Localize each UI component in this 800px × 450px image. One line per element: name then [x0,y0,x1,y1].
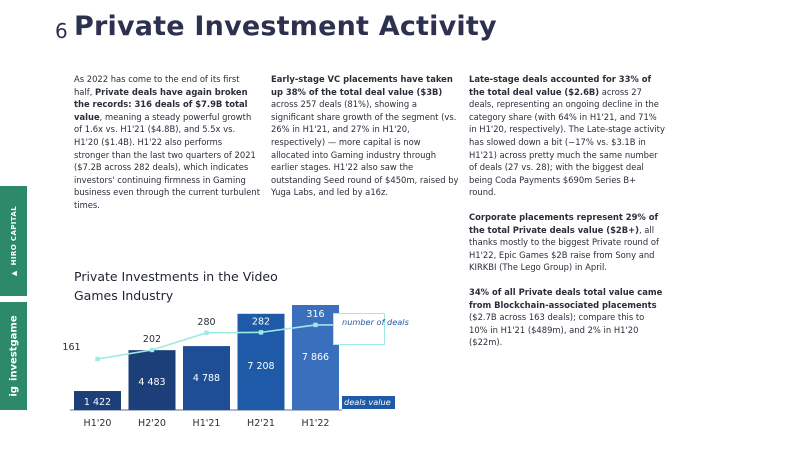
bold-text: Early-stage VC placements have taken up … [271,74,453,97]
bar-value-label: 4 483 [138,377,165,388]
bar-value-label: 4 788 [193,373,220,384]
hiro-capital-tab: ▲HIRO CAPITAL [0,186,27,296]
bar-H121 [183,346,230,410]
bar-value-label: 7 208 [247,361,274,372]
bold-text: Corporate placements represent 29% of th… [469,211,659,235]
legend-box [333,313,385,345]
x-tick-label: H2'20 [138,418,166,429]
page-title: Private Investment Activity [74,11,497,42]
text-column-2: Early-stage VC placements have taken up … [271,73,461,211]
text-column-3: Late-stage deals accounted for 33% of th… [469,73,665,361]
text-run: As 2022 has come to the end of its first… [74,74,240,97]
bold-text: Private deals have again broken the reco… [74,86,248,122]
x-tick-label: H2'21 [247,418,275,429]
chart-title: Private Investments in the Video Games I… [74,269,278,303]
deals-count-marker [313,322,318,328]
page-number: 6 [55,19,68,43]
bar-H120 [74,391,121,410]
paragraph: 34% of all Private deals total value cam… [469,286,665,349]
paragraph: Corporate placements represent 29% of th… [469,211,665,274]
legend-deals-value: deals value [342,396,395,409]
deals-count-marker [204,330,209,336]
text-run: across 27 deals, representing an ongoing… [469,86,665,198]
bar-H220 [128,350,176,410]
deals-count-label: 316 [306,309,324,320]
bar-value-label: 1 422 [84,397,111,408]
text-column-1: As 2022 has come to the end of its first… [74,73,260,224]
deals-count-label: 282 [252,316,270,327]
x-tick-label: H1'20 [84,418,112,429]
text-run: across 257 deals (81%), showing a signif… [271,99,459,198]
deals-count-label: 202 [143,334,161,345]
deals-count-label: 280 [197,317,215,328]
bold-text: Late-stage deals accounted for 33% of th… [469,74,652,97]
bold-text: 34% of all Private deals total value cam… [469,286,663,310]
deals-count-marker [95,356,100,362]
investgame-tab: iginvestgame [0,302,27,410]
bar-H122 [292,305,339,410]
text-run: , meaning a steady powerful growth of 1.… [74,111,260,210]
deals-count-marker [149,347,155,353]
x-tick-label: H1'21 [193,418,221,429]
x-tick-label: H1'22 [302,418,330,429]
deals-count-marker [258,330,264,335]
text-run: ($2.7B across 163 deals); compare this t… [469,312,645,348]
deals-count-label: 161 [62,342,80,353]
legend-number-of-deals: number of deals [342,317,409,327]
text-run: , all thanks mostly to the biggest Priva… [469,224,659,273]
paragraph: Early-stage VC placements have taken up … [271,73,461,199]
paragraph: As 2022 has come to the end of its first… [74,73,260,212]
bar-value-label: 7 866 [302,352,329,363]
paragraph: Late-stage deals accounted for 33% of th… [469,73,665,199]
